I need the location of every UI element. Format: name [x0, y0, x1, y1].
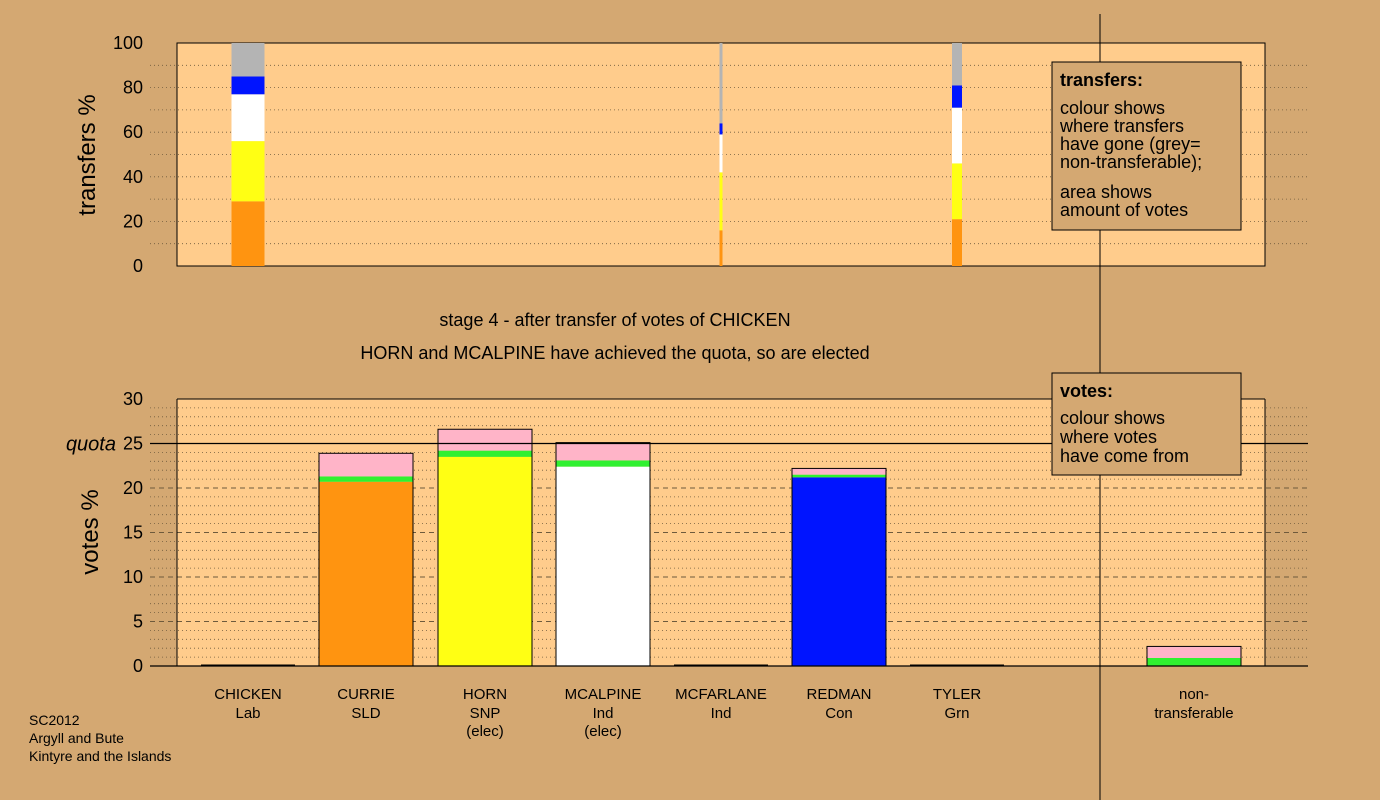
- footer-council: Argyll and Bute: [29, 730, 124, 746]
- elected-caption: HORN and MCALPINE have achieved the quot…: [360, 343, 869, 363]
- transfers-legend: transfers: colour shows where transfers …: [1051, 61, 1242, 231]
- votes-y-ticks: 0 5 10 15 20 25 30: [123, 389, 143, 676]
- vote-bar-segment: [438, 450, 532, 457]
- transfers-legend-line: area shows: [1060, 182, 1152, 202]
- transfers-legend-line: where transfers: [1059, 116, 1184, 136]
- transfers-legend-box: [1051, 61, 1242, 231]
- transfers-tick-label: 40: [123, 167, 143, 187]
- transfer-bar-segment: [952, 85, 962, 108]
- transfer-bar-segment: [231, 201, 265, 266]
- votes-legend-title: votes:: [1060, 381, 1113, 401]
- candidate-name-label: MCALPINE: [565, 686, 642, 703]
- transfer-bar-segment: [231, 43, 265, 77]
- transfer-bar-segment: [952, 43, 962, 86]
- candidate-note-label: (elec): [584, 723, 622, 740]
- votes-tick-label: 5: [133, 612, 143, 632]
- transfers-legend-line: amount of votes: [1060, 200, 1188, 220]
- transfers-tick-label: 60: [123, 122, 143, 142]
- candidate-party-label: Ind: [711, 705, 732, 722]
- transfer-bar-segment: [719, 134, 723, 173]
- transfers-y-ticks: 0 20 40 60 80 100: [113, 33, 143, 276]
- candidate-name-label: TYLER: [933, 686, 982, 703]
- votes-tick-label: 0: [133, 656, 143, 676]
- transfers-legend-title: transfers:: [1060, 70, 1143, 90]
- candidate-party-label: Con: [825, 705, 853, 722]
- votes-tick-label: 20: [123, 478, 143, 498]
- vote-bar-segment: [438, 456, 532, 666]
- transfer-bar-segment: [719, 172, 723, 231]
- footer-election: SC2012: [29, 712, 80, 728]
- transfers-y-axis-title: transfers %: [74, 94, 101, 215]
- transfer-bar-segment: [231, 76, 265, 95]
- votes-legend-line: have come from: [1060, 446, 1189, 466]
- candidate-party-label: Grn: [944, 705, 969, 722]
- votes-legend-box: [1051, 372, 1242, 476]
- transfers-tick-label: 80: [123, 78, 143, 98]
- votes-legend-line: where votes: [1059, 427, 1157, 447]
- vote-bar-segment: [438, 429, 532, 451]
- footer-ward: Kintyre and the Islands: [29, 748, 171, 764]
- vote-bar-segment: [319, 453, 413, 477]
- candidate-name-label: REDMAN: [806, 686, 871, 703]
- votes-tick-label: 10: [123, 567, 143, 587]
- transfer-bar-segment: [952, 163, 962, 220]
- candidate-party-label: SLD: [351, 705, 380, 722]
- transfers-legend-line: have gone (grey=: [1060, 134, 1201, 154]
- vote-bar-segment: [319, 481, 413, 666]
- candidate-party-label: Ind: [593, 705, 614, 722]
- transfers-tick-label: 100: [113, 33, 143, 53]
- votes-tick-label: 30: [123, 389, 143, 409]
- candidate-party-label: SNP: [470, 705, 501, 722]
- candidate-name-label: CURRIE: [337, 686, 395, 703]
- transfer-bar-segment: [719, 123, 723, 135]
- candidate-name-label: non-: [1179, 686, 1209, 703]
- quota-label: quota: [66, 434, 116, 456]
- stage-caption: stage 4 - after transfer of votes of CHI…: [439, 310, 790, 330]
- candidate-party-label: transferable: [1154, 705, 1233, 722]
- transfer-bar-segment: [719, 43, 723, 124]
- candidate-name-label: CHICKEN: [214, 686, 282, 703]
- transfers-legend-line: non-transferable);: [1060, 152, 1202, 172]
- transfer-bar-segment: [952, 107, 962, 164]
- vote-bar-segment: [556, 466, 650, 666]
- vote-bar-segment: [792, 477, 886, 666]
- votes-tick-label: 25: [123, 434, 143, 454]
- transfers-tick-label: 0: [133, 256, 143, 276]
- votes-y-axis-title: votes %: [77, 489, 104, 574]
- vote-bar-segment: [556, 442, 650, 461]
- candidate-party-label: Lab: [235, 705, 260, 722]
- transfers-tick-label: 20: [123, 211, 143, 231]
- votes-legend-line: colour shows: [1060, 408, 1165, 428]
- votes-legend: votes: colour shows where votes have com…: [1051, 372, 1242, 476]
- candidate-labels: CHICKENLabCURRIESLDHORNSNP(elec)MCALPINE…: [214, 686, 1233, 740]
- vote-bar-segment: [556, 460, 650, 467]
- votes-tick-label: 15: [123, 523, 143, 543]
- votes-bars: [201, 428, 1242, 667]
- transfers-legend-line: colour shows: [1060, 98, 1165, 118]
- vote-bar-segment: [319, 476, 413, 482]
- transfers-bars: [231, 43, 962, 266]
- transfer-bar-segment: [952, 219, 962, 266]
- transfer-bar-segment: [719, 230, 723, 266]
- vote-bar-segment: [792, 474, 886, 478]
- transfer-bar-segment: [231, 141, 265, 202]
- vote-bar-segment: [792, 468, 886, 475]
- candidate-note-label: (elec): [466, 723, 504, 740]
- transfer-bar-segment: [231, 94, 265, 142]
- candidate-name-label: HORN: [463, 686, 507, 703]
- candidate-name-label: MCFARLANE: [675, 686, 767, 703]
- vote-bar-segment: [1147, 646, 1241, 658]
- vote-bar-segment: [1147, 657, 1241, 666]
